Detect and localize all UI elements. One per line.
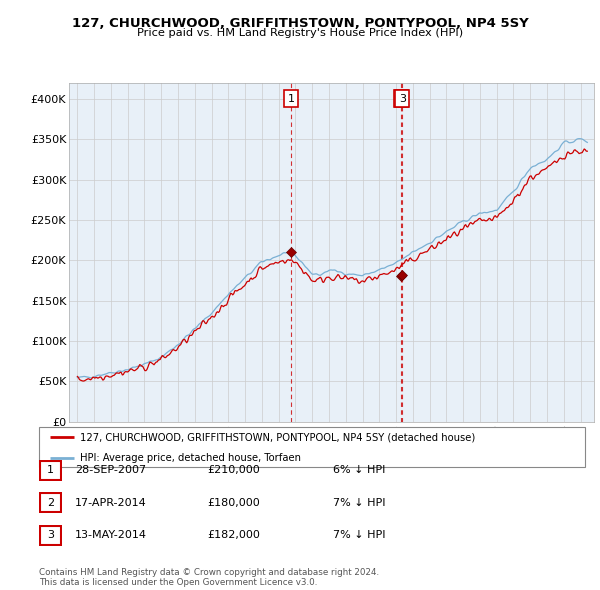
Text: 7% ↓ HPI: 7% ↓ HPI: [333, 530, 386, 540]
Text: Price paid vs. HM Land Registry's House Price Index (HPI): Price paid vs. HM Land Registry's House …: [137, 28, 463, 38]
Text: 2: 2: [47, 498, 54, 507]
Text: HPI: Average price, detached house, Torfaen: HPI: Average price, detached house, Torf…: [80, 454, 301, 464]
Text: 6% ↓ HPI: 6% ↓ HPI: [333, 466, 385, 475]
Text: 7% ↓ HPI: 7% ↓ HPI: [333, 498, 386, 507]
Text: 1: 1: [47, 466, 54, 475]
Text: £180,000: £180,000: [207, 498, 260, 507]
Text: 13-MAY-2014: 13-MAY-2014: [75, 530, 147, 540]
Text: 2: 2: [397, 94, 404, 104]
Text: 3: 3: [47, 530, 54, 540]
Text: 127, CHURCHWOOD, GRIFFITHSTOWN, PONTYPOOL, NP4 5SY: 127, CHURCHWOOD, GRIFFITHSTOWN, PONTYPOO…: [71, 17, 529, 30]
Text: 17-APR-2014: 17-APR-2014: [75, 498, 147, 507]
Text: 3: 3: [399, 94, 406, 104]
Text: 127, CHURCHWOOD, GRIFFITHSTOWN, PONTYPOOL, NP4 5SY (detached house): 127, CHURCHWOOD, GRIFFITHSTOWN, PONTYPOO…: [80, 432, 475, 442]
Text: 1: 1: [288, 94, 295, 104]
Text: 28-SEP-2007: 28-SEP-2007: [75, 466, 146, 475]
Text: £210,000: £210,000: [207, 466, 260, 475]
Text: £182,000: £182,000: [207, 530, 260, 540]
Text: Contains HM Land Registry data © Crown copyright and database right 2024.
This d: Contains HM Land Registry data © Crown c…: [39, 568, 379, 587]
